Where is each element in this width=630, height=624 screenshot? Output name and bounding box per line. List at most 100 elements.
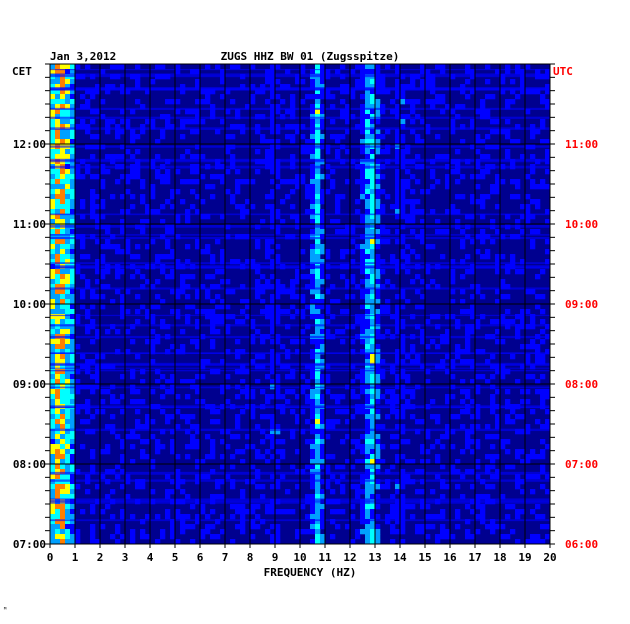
heat-cell — [195, 389, 201, 395]
heat-cell — [270, 104, 276, 110]
heat-cell — [310, 199, 316, 205]
heat-cell — [315, 84, 321, 90]
heat-cell — [160, 64, 166, 70]
heat-cell — [195, 514, 201, 520]
heat-cell — [55, 474, 61, 480]
heat-cell — [395, 519, 401, 525]
heat-cell — [505, 64, 511, 70]
heat-cell — [415, 489, 421, 495]
heat-cell — [155, 154, 161, 160]
heat-cell — [120, 129, 126, 135]
chart-title: ZUGS HHZ BW 01 (Zugsspitze) — [221, 50, 400, 63]
heat-cell — [510, 464, 516, 470]
heat-cell — [465, 329, 471, 335]
heat-cell — [430, 184, 436, 190]
heat-cell — [60, 119, 66, 125]
heat-cell — [290, 94, 296, 100]
heat-cell — [465, 519, 471, 525]
heat-cell — [185, 394, 191, 400]
heat-cell — [515, 194, 521, 200]
heat-cell — [50, 484, 56, 490]
heat-cell — [155, 279, 161, 285]
heat-cell — [205, 434, 211, 440]
heat-cell — [210, 449, 216, 455]
heat-cell — [520, 89, 526, 95]
heat-cell — [365, 109, 371, 115]
heat-cell — [70, 529, 76, 535]
heat-cell — [310, 494, 316, 500]
heat-cell — [475, 439, 481, 445]
heat-cell — [60, 469, 66, 475]
heat-cell — [70, 319, 76, 325]
heat-cell — [475, 249, 481, 255]
heat-cell — [545, 139, 550, 145]
heat-cell — [85, 89, 91, 95]
heat-cell — [535, 229, 541, 235]
heat-cell — [75, 319, 81, 325]
heat-cell — [315, 229, 321, 235]
heat-cell — [395, 204, 401, 210]
heat-cell — [495, 184, 501, 190]
heat-cell — [70, 254, 76, 260]
heat-cell — [100, 199, 106, 205]
heat-cell — [125, 249, 131, 255]
heat-cell — [400, 199, 406, 205]
heat-cell — [270, 504, 276, 510]
heat-cell — [295, 534, 301, 540]
heat-cell — [220, 439, 226, 445]
heat-cell — [375, 174, 381, 180]
heat-cell — [160, 114, 166, 120]
heat-cell — [365, 424, 371, 430]
heat-cell — [380, 269, 386, 275]
heat-cell — [55, 449, 61, 455]
heat-cell — [455, 414, 461, 420]
heat-cell — [395, 444, 401, 450]
heat-cell — [280, 394, 286, 400]
heat-cell — [50, 114, 56, 120]
heat-cell — [205, 89, 211, 95]
heat-cell — [455, 209, 461, 215]
heat-cell — [480, 104, 486, 110]
heat-cell — [55, 69, 61, 75]
heat-cell — [370, 519, 376, 525]
heat-cell — [65, 419, 71, 425]
heat-cell — [255, 129, 261, 135]
heat-cell — [285, 309, 291, 315]
heat-cell — [120, 174, 126, 180]
heat-cell — [60, 279, 66, 285]
heat-cell — [200, 504, 206, 510]
heat-cell — [265, 309, 271, 315]
heat-cell — [255, 289, 261, 295]
x-axis-label: FREQUENCY (HZ) — [264, 566, 357, 579]
heat-cell — [365, 504, 371, 510]
heat-cell — [55, 104, 61, 110]
heat-cell — [75, 469, 81, 475]
heat-cell — [235, 109, 241, 115]
heat-cell — [120, 84, 126, 90]
heat-cell — [430, 104, 436, 110]
heat-cell — [410, 79, 416, 85]
heat-cell — [315, 349, 321, 355]
heat-cell — [470, 269, 476, 275]
heat-cell — [230, 124, 236, 130]
heat-cell — [235, 504, 241, 510]
heat-cell — [370, 269, 376, 275]
heat-cell — [400, 254, 406, 260]
heat-cell — [195, 79, 201, 85]
heat-cell — [340, 194, 346, 200]
heat-cell — [105, 504, 111, 510]
heat-cell — [315, 399, 321, 405]
heat-cell — [415, 99, 421, 105]
heat-cell — [55, 314, 61, 320]
heat-cell — [320, 259, 326, 265]
heat-cell — [320, 119, 326, 125]
heat-cell — [375, 179, 381, 185]
heat-cell — [260, 339, 266, 345]
heat-cell — [55, 409, 61, 415]
heat-cell — [365, 79, 371, 85]
heat-cell — [305, 464, 311, 470]
heat-cell — [50, 259, 56, 265]
heat-cell — [445, 154, 451, 160]
heat-cell — [240, 524, 246, 530]
heat-cell — [70, 94, 76, 100]
